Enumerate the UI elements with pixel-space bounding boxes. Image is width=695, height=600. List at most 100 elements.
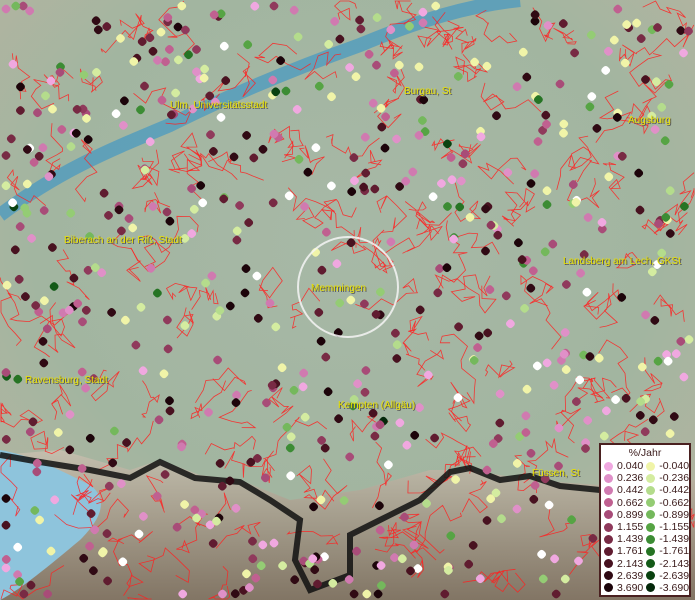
data-point[interactable] bbox=[162, 343, 173, 354]
data-point[interactable] bbox=[481, 464, 492, 475]
data-point[interactable] bbox=[239, 287, 250, 298]
data-point[interactable] bbox=[83, 134, 94, 145]
data-point[interactable] bbox=[71, 128, 82, 139]
data-point[interactable] bbox=[472, 342, 483, 353]
data-point[interactable] bbox=[285, 442, 296, 453]
data-point[interactable] bbox=[133, 528, 144, 539]
data-point[interactable] bbox=[191, 66, 202, 77]
data-point[interactable] bbox=[376, 580, 387, 591]
data-point[interactable] bbox=[536, 549, 547, 560]
data-point[interactable] bbox=[14, 274, 25, 285]
data-point[interactable] bbox=[234, 200, 245, 211]
data-point[interactable] bbox=[374, 500, 385, 511]
data-point[interactable] bbox=[45, 545, 56, 556]
data-point[interactable] bbox=[242, 39, 253, 50]
data-point[interactable] bbox=[312, 578, 323, 589]
data-point[interactable] bbox=[640, 74, 651, 85]
data-point[interactable] bbox=[170, 87, 181, 98]
data-point[interactable] bbox=[434, 263, 445, 274]
data-point[interactable] bbox=[64, 409, 75, 420]
data-point[interactable] bbox=[1, 280, 12, 291]
data-point[interactable] bbox=[414, 402, 425, 413]
data-point[interactable] bbox=[511, 81, 522, 92]
data-point[interactable] bbox=[394, 181, 405, 192]
data-point[interactable] bbox=[511, 503, 522, 514]
data-point[interactable] bbox=[573, 555, 584, 566]
data-point[interactable] bbox=[164, 405, 175, 416]
data-point[interactable] bbox=[528, 265, 539, 276]
data-point[interactable] bbox=[15, 221, 26, 232]
data-point[interactable] bbox=[322, 386, 333, 397]
data-point[interactable] bbox=[320, 351, 331, 362]
data-point[interactable] bbox=[663, 79, 674, 90]
data-point[interactable] bbox=[15, 81, 26, 92]
data-point[interactable] bbox=[56, 124, 67, 135]
data-point[interactable] bbox=[123, 213, 134, 224]
data-point[interactable] bbox=[15, 105, 26, 116]
data-point[interactable] bbox=[574, 374, 585, 385]
data-point[interactable] bbox=[158, 368, 169, 379]
data-point[interactable] bbox=[145, 136, 156, 147]
data-point[interactable] bbox=[368, 98, 379, 109]
data-point[interactable] bbox=[248, 152, 259, 163]
data-point[interactable] bbox=[195, 180, 206, 191]
data-point[interactable] bbox=[385, 236, 396, 247]
data-point[interactable] bbox=[683, 25, 694, 36]
data-point[interactable] bbox=[156, 95, 167, 106]
data-point[interactable] bbox=[214, 458, 225, 469]
data-point[interactable] bbox=[54, 67, 65, 78]
data-point[interactable] bbox=[460, 148, 471, 159]
data-point[interactable] bbox=[215, 112, 226, 123]
data-point[interactable] bbox=[164, 395, 175, 406]
data-point[interactable] bbox=[280, 85, 291, 96]
data-point[interactable] bbox=[490, 487, 501, 498]
data-point[interactable] bbox=[172, 21, 183, 32]
data-point[interactable] bbox=[652, 22, 663, 33]
data-point[interactable] bbox=[505, 318, 516, 329]
data-point[interactable] bbox=[21, 208, 32, 219]
data-point[interactable] bbox=[203, 407, 214, 418]
data-point[interactable] bbox=[436, 178, 447, 189]
data-point[interactable] bbox=[308, 501, 319, 512]
data-point[interactable] bbox=[532, 360, 543, 371]
data-point[interactable] bbox=[84, 541, 95, 552]
data-point[interactable] bbox=[520, 427, 531, 438]
data-point[interactable] bbox=[400, 176, 411, 187]
data-point[interactable] bbox=[250, 572, 261, 583]
data-point[interactable] bbox=[389, 67, 400, 78]
data-point[interactable] bbox=[540, 110, 551, 121]
data-point[interactable] bbox=[633, 167, 644, 178]
data-point[interactable] bbox=[1, 434, 12, 445]
data-point[interactable] bbox=[338, 495, 349, 506]
data-point[interactable] bbox=[152, 490, 163, 501]
data-point[interactable] bbox=[665, 228, 676, 239]
data-point[interactable] bbox=[219, 41, 230, 52]
data-point[interactable] bbox=[543, 499, 554, 510]
data-point[interactable] bbox=[256, 560, 267, 571]
data-point[interactable] bbox=[65, 208, 76, 219]
data-point[interactable] bbox=[288, 385, 299, 396]
data-point[interactable] bbox=[0, 180, 11, 191]
data-point[interactable] bbox=[656, 102, 667, 113]
data-point[interactable] bbox=[12, 569, 23, 580]
data-point[interactable] bbox=[631, 17, 642, 28]
data-point[interactable] bbox=[247, 536, 258, 547]
data-point[interactable] bbox=[65, 141, 76, 152]
data-point[interactable] bbox=[660, 135, 671, 146]
data-point[interactable] bbox=[352, 378, 363, 389]
data-point[interactable] bbox=[220, 75, 231, 86]
data-point[interactable] bbox=[394, 417, 405, 428]
data-point[interactable] bbox=[231, 389, 242, 400]
data-point[interactable] bbox=[334, 33, 345, 44]
data-point[interactable] bbox=[473, 330, 484, 341]
data-point[interactable] bbox=[121, 437, 132, 448]
data-point[interactable] bbox=[390, 328, 401, 339]
data-point[interactable] bbox=[12, 374, 23, 385]
data-point[interactable] bbox=[413, 130, 424, 141]
data-point[interactable] bbox=[78, 553, 89, 564]
data-point[interactable] bbox=[102, 575, 113, 586]
data-point[interactable] bbox=[558, 18, 569, 29]
data-point[interactable] bbox=[379, 142, 390, 153]
data-point[interactable] bbox=[14, 576, 25, 587]
